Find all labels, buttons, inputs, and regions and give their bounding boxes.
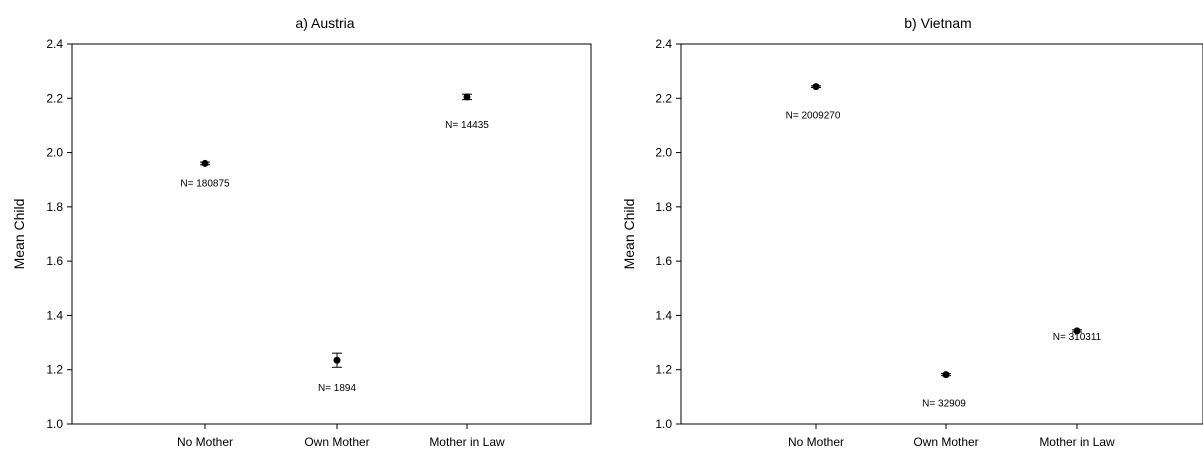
x-tick-label: Own Mother (913, 435, 978, 449)
chart-title: b) Vietnam (904, 15, 971, 31)
data-point (201, 159, 209, 167)
y-tick-label: 1.6 (46, 254, 63, 268)
data-point (463, 93, 471, 101)
point-annotation: N= 14435 (445, 120, 489, 131)
y-tick-label: 1.4 (46, 308, 63, 322)
point-annotation: N= 2009270 (786, 111, 841, 122)
x-tick-label: Own Mother (304, 435, 369, 449)
x-tick-label: No Mother (177, 435, 233, 449)
point-annotation: N= 310311 (1053, 332, 1102, 343)
y-tick-label: 1.8 (46, 200, 63, 214)
y-tick-label: 1.2 (46, 363, 63, 377)
y-axis-label: Mean Child (621, 199, 637, 270)
data-point (333, 356, 341, 364)
point-annotation: N= 1894 (318, 383, 357, 394)
y-tick-label: 2.4 (655, 37, 672, 51)
y-tick-label: 1.0 (655, 417, 672, 431)
panel-austria: a) Austria Mean Child 1.0 1.2 1.4 1.6 1.8 2.0… (11, 15, 592, 449)
y-tick-label: 2.0 (46, 146, 63, 160)
chart-title: a) Austria (295, 15, 354, 31)
y-tick-label: 2.2 (46, 91, 63, 105)
data-point (812, 83, 820, 91)
x-tick-label: Mother in Law (1039, 435, 1115, 449)
y-tick-label: 2.2 (655, 91, 672, 105)
point-annotation: N= 32909 (922, 399, 966, 410)
y-axis-label: Mean Child (11, 199, 27, 270)
y-tick-label: 2.4 (46, 37, 63, 51)
x-tick-label: No Mother (788, 435, 844, 449)
data-point (942, 371, 950, 379)
plot-frame (71, 43, 592, 425)
y-tick-label: 1.6 (655, 254, 672, 268)
panel-vietnam: b) Vietnam Mean Child 1.0 1.2 1.4 1.6 1.8 2.0… (621, 15, 1203, 449)
point-annotation: N= 180875 (180, 178, 230, 189)
x-tick-label: Mother in Law (429, 435, 505, 449)
plot-frame (680, 43, 1203, 425)
y-tick-label: 1.2 (655, 363, 672, 377)
y-tick-label: 1.4 (655, 308, 672, 322)
y-tick-label: 1.0 (46, 417, 63, 431)
data-point (1073, 327, 1081, 335)
y-tick-label: 1.8 (655, 200, 672, 214)
y-tick-label: 2.0 (655, 146, 672, 160)
